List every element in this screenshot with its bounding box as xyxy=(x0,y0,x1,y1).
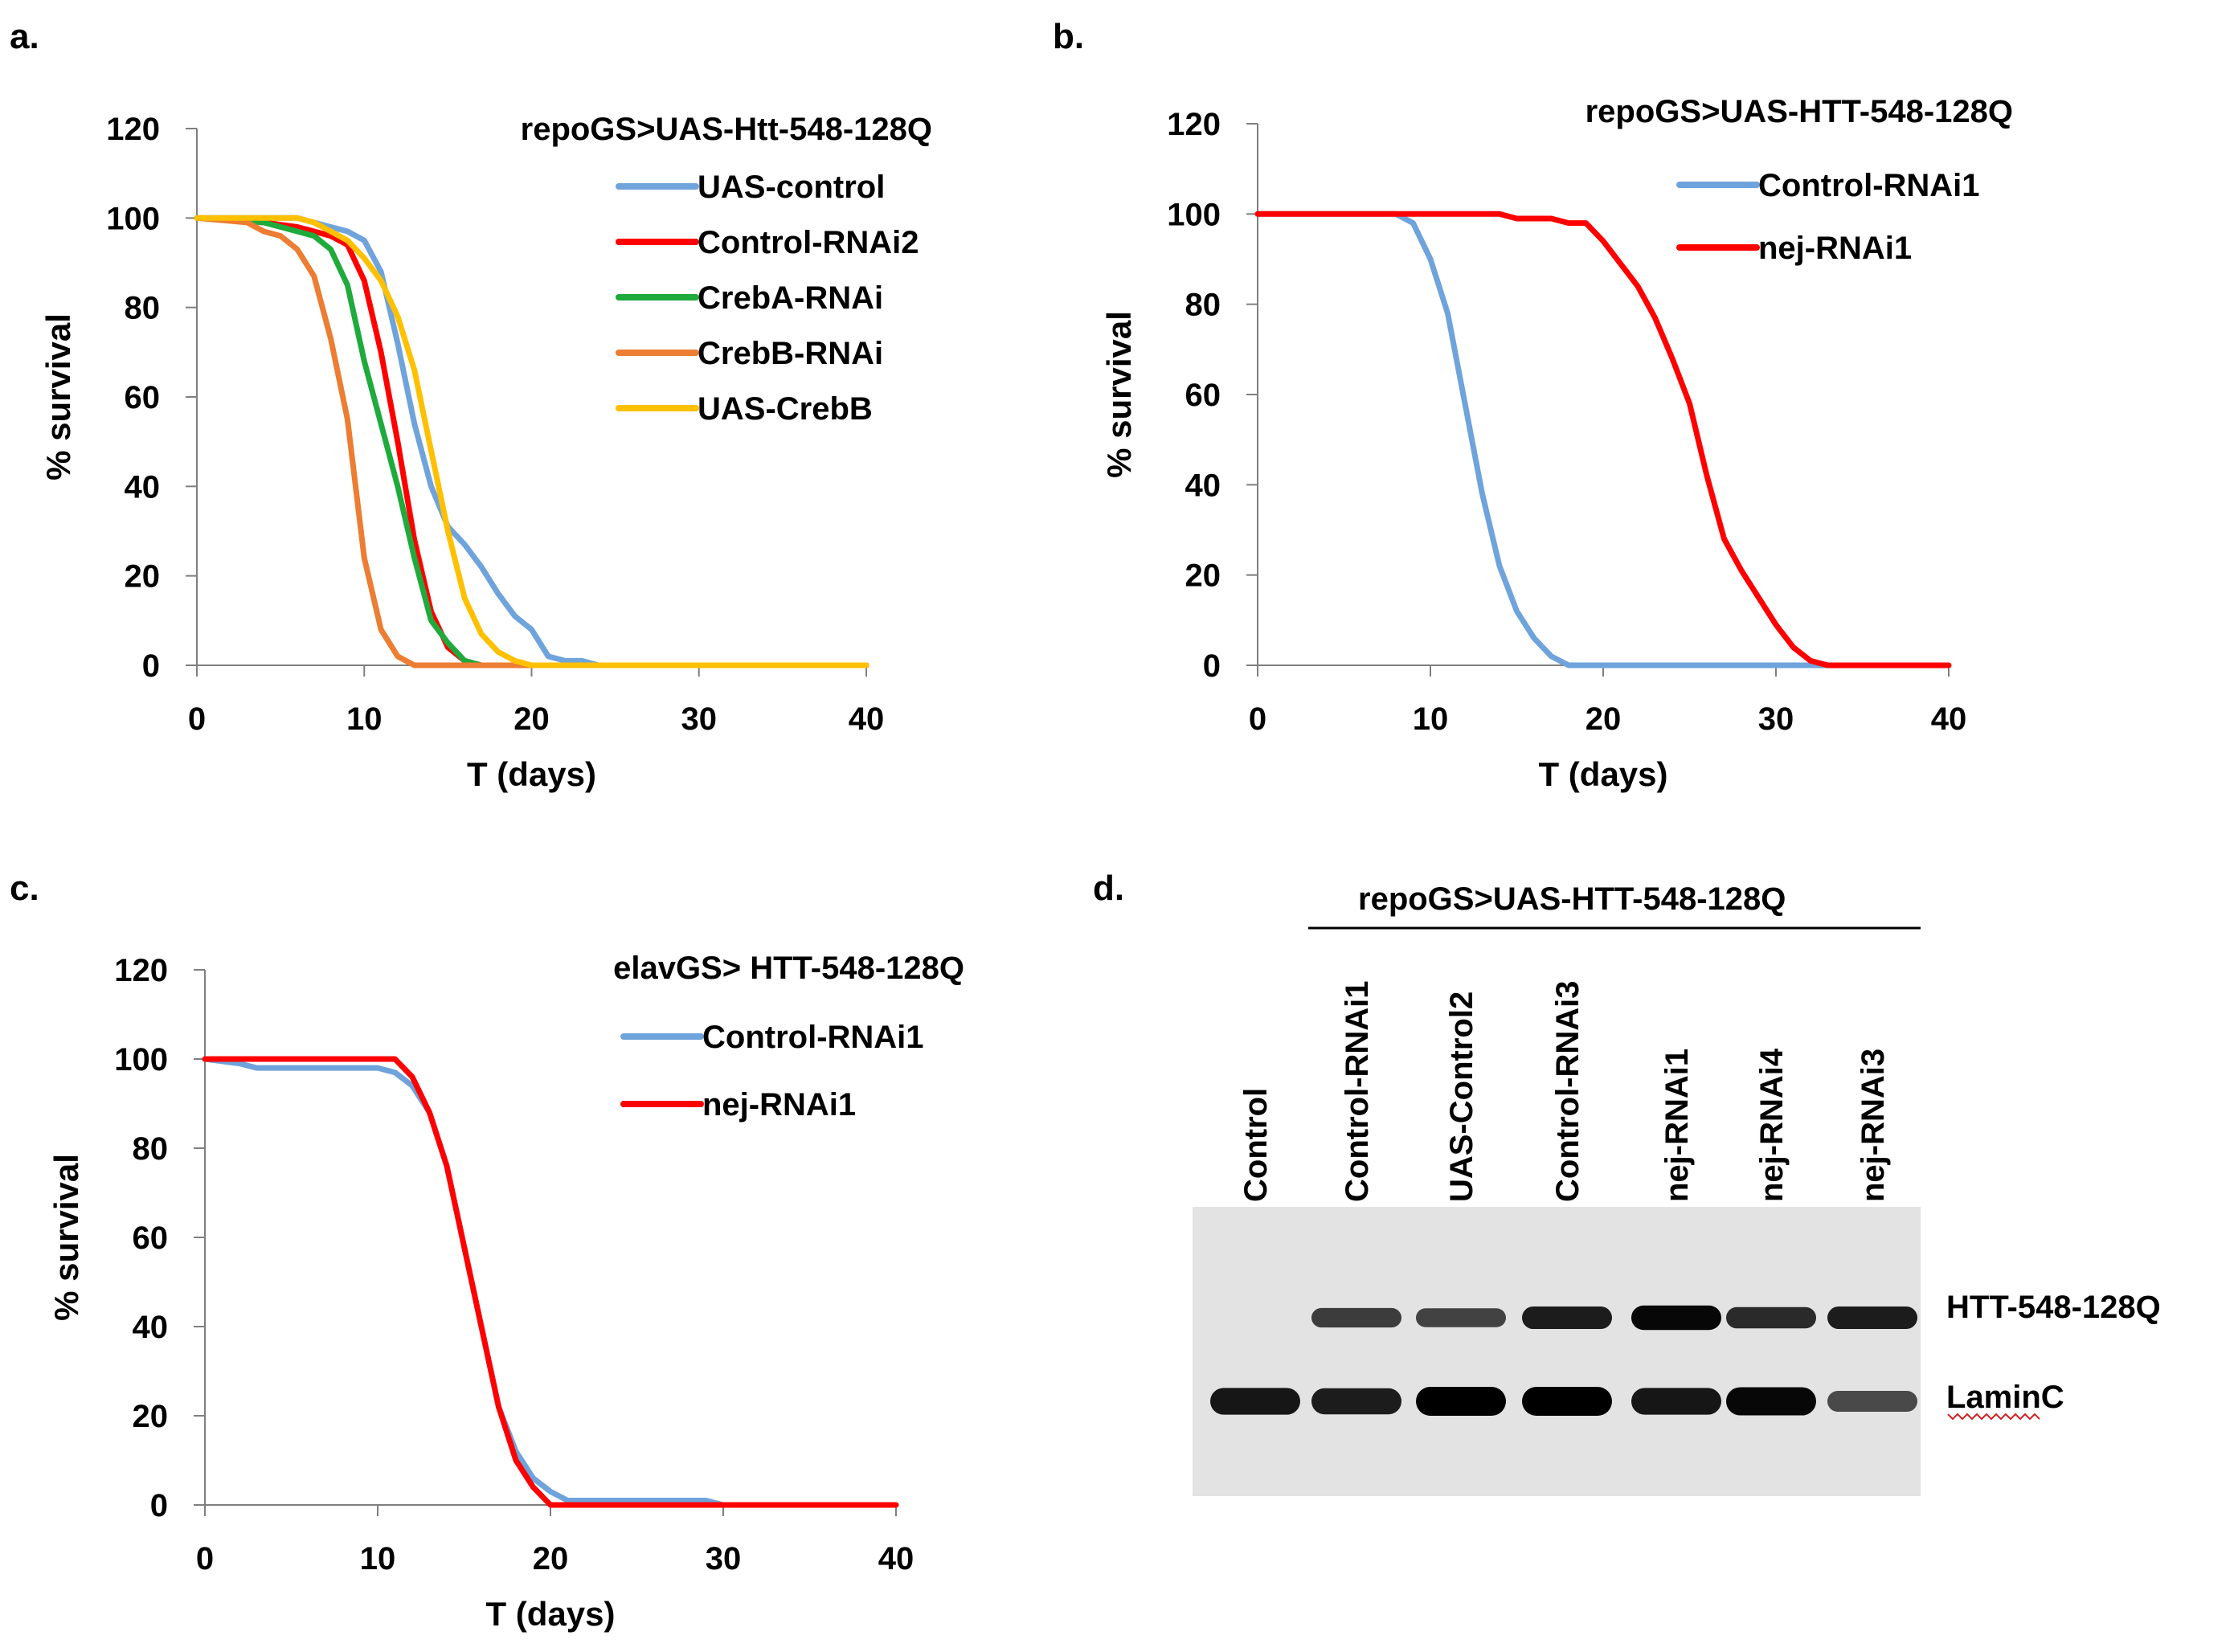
y-tick-label: 80 xyxy=(133,1131,169,1167)
y-tick-label: 100 xyxy=(114,1042,168,1077)
band-laminc-lane-4 xyxy=(1522,1387,1612,1416)
y-tick-label: 40 xyxy=(133,1310,169,1345)
western-blot-panel: repoGS>UAS-HTT-548-128Q Control Control-R… xyxy=(1193,881,2161,1496)
panel-label-a: a. xyxy=(10,17,39,56)
legend-label-crebb-rnai: CrebB-RNAi xyxy=(698,336,883,371)
band-laminc-lane-1 xyxy=(1210,1388,1300,1415)
band-htt-548-128q-lane-6 xyxy=(1726,1306,1816,1329)
legend-label-control-rnai1: Control-RNAi1 xyxy=(1758,168,1980,203)
x-tick-label: 30 xyxy=(681,701,718,737)
x-tick-label: 40 xyxy=(878,1541,914,1576)
x-tick-label: 30 xyxy=(706,1541,742,1576)
band-htt-548-128q-lane-7 xyxy=(1827,1306,1917,1330)
lane-label-uas-control2: UAS-Control2 xyxy=(1444,992,1479,1202)
x-tick-label: 30 xyxy=(1758,701,1794,737)
blot-bands xyxy=(1210,1305,1917,1416)
x-tick-label: 10 xyxy=(346,701,383,737)
x-axis-title: T (days) xyxy=(467,755,596,793)
lane-label-nej-rnai4: nej-RNAi4 xyxy=(1754,1048,1790,1202)
x-tick-label: 20 xyxy=(1585,701,1622,737)
lane-label-control-rnai3: Control-RNAi3 xyxy=(1550,980,1585,1202)
legend-label-uas-control: UAS-control xyxy=(698,170,885,205)
lane-label-nej-rnai1: nej-RNAi1 xyxy=(1659,1049,1695,1202)
x-tick-label: 10 xyxy=(360,1541,396,1576)
band-laminc-lane-3 xyxy=(1416,1387,1506,1416)
y-tick-label: 20 xyxy=(1185,558,1221,594)
y-axis-title: % survival xyxy=(47,1154,85,1321)
band-laminc-lane-6 xyxy=(1726,1387,1816,1416)
x-tick-label: 0 xyxy=(188,701,206,737)
lane-label-control: Control xyxy=(1238,1088,1274,1202)
y-tick-label: 120 xyxy=(1167,107,1221,142)
y-tick-label: 40 xyxy=(1185,468,1221,503)
x-tick-label: 10 xyxy=(1413,701,1449,737)
series-line-creba-rnai xyxy=(194,215,869,669)
y-tick-label: 40 xyxy=(125,469,161,505)
chart-panel-b: 0 20 40 60 80 100 120 0 10 20 30 40 T (days) % surviv… xyxy=(1100,94,2013,793)
x-axis-title: T (days) xyxy=(1538,755,1667,793)
blot-lane-labels: Control Control-RNAi1 UAS-Control2 Control-… xyxy=(1238,980,1891,1202)
legend-label-nej-rnai1: nej-RNAi1 xyxy=(702,1087,856,1122)
y-tick-label: 60 xyxy=(133,1221,169,1256)
y-axis-title: % survival xyxy=(1100,311,1138,478)
panel-label-d: d. xyxy=(1093,869,1124,908)
y-tick-label: 60 xyxy=(125,380,161,415)
panel-label-c: c. xyxy=(10,869,39,908)
y-tick-label: 120 xyxy=(114,953,168,988)
band-label-htt: HTT-548-128Q xyxy=(1946,1290,2161,1325)
series-line-nej-rnai1 xyxy=(1254,211,1952,669)
series-line-nej-rnai1 xyxy=(202,1056,899,1508)
chart-title: elavGS> HTT-548-128Q xyxy=(613,951,964,986)
x-tick-label: 20 xyxy=(513,701,550,737)
legend-label-control-rnai2: Control-RNAi2 xyxy=(698,225,919,260)
y-tick-label: 0 xyxy=(150,1488,168,1523)
y-axis-title: % survival xyxy=(39,313,77,480)
y-tick-label: 20 xyxy=(125,559,161,595)
x-tick-label: 40 xyxy=(849,701,885,737)
lane-label-control-rnai1: Control-RNAi1 xyxy=(1340,980,1375,1202)
series-line-control-rnai1 xyxy=(1254,211,1952,669)
blot-header: repoGS>UAS-HTT-548-128Q xyxy=(1358,881,1786,917)
legend-label-control-rnai1: Control-RNAi1 xyxy=(702,1020,924,1055)
x-axis-title: T (days) xyxy=(485,1595,615,1633)
y-tick-label: 20 xyxy=(133,1399,169,1434)
blot-membrane xyxy=(1193,1207,1921,1496)
chart-panel-a: 0 20 40 60 80 100 120 0 10 20 30 40 T (days) % surviv… xyxy=(39,112,932,793)
legend-label-nej-rnai1: nej-RNAi1 xyxy=(1758,231,1912,266)
y-tick-label: 80 xyxy=(1185,288,1221,323)
series-line-crebb-rnai xyxy=(194,215,869,669)
chart-title: repoGS>UAS-Htt-548-128Q xyxy=(521,112,932,147)
chart-title: repoGS>UAS-HTT-548-128Q xyxy=(1585,94,2013,129)
laminc-spellcheck-underline xyxy=(1947,1413,2040,1421)
x-tick-label: 0 xyxy=(196,1541,214,1576)
panel-label-b: b. xyxy=(1053,17,1084,56)
x-tick-label: 0 xyxy=(1249,701,1266,737)
y-tick-label: 100 xyxy=(1167,197,1221,232)
series-line-uas-crebb xyxy=(194,215,869,669)
y-tick-label: 120 xyxy=(106,112,160,147)
lane-label-nej-rnai3: nej-RNAi3 xyxy=(1856,1049,1891,1202)
x-tick-label: 40 xyxy=(1931,701,1967,737)
legend-label-creba-rnai: CrebA-RNAi xyxy=(698,280,883,316)
series-line-control-rnai1 xyxy=(202,1056,899,1508)
y-tick-label: 100 xyxy=(106,201,160,236)
band-laminc-lane-5 xyxy=(1631,1388,1721,1415)
band-laminc-lane-2 xyxy=(1311,1388,1401,1415)
y-tick-label: 80 xyxy=(125,291,161,326)
legend-label-uas-crebb: UAS-CrebB xyxy=(698,391,873,427)
y-tick-label: 0 xyxy=(142,648,160,684)
y-tick-label: 0 xyxy=(1203,648,1221,684)
chart-panel-c: 0 20 40 60 80 100 120 0 10 20 30 40 T (days) % surviv… xyxy=(47,951,964,1633)
band-htt-548-128q-lane-2 xyxy=(1311,1307,1401,1328)
band-label-laminc: LaminC xyxy=(1946,1380,2064,1415)
band-htt-548-128q-lane-3 xyxy=(1416,1308,1506,1327)
band-htt-548-128q-lane-5 xyxy=(1631,1305,1721,1331)
band-laminc-lane-7 xyxy=(1827,1390,1917,1413)
y-tick-label: 60 xyxy=(1185,378,1221,413)
band-htt-548-128q-lane-4 xyxy=(1522,1306,1612,1330)
x-tick-label: 20 xyxy=(533,1541,569,1576)
